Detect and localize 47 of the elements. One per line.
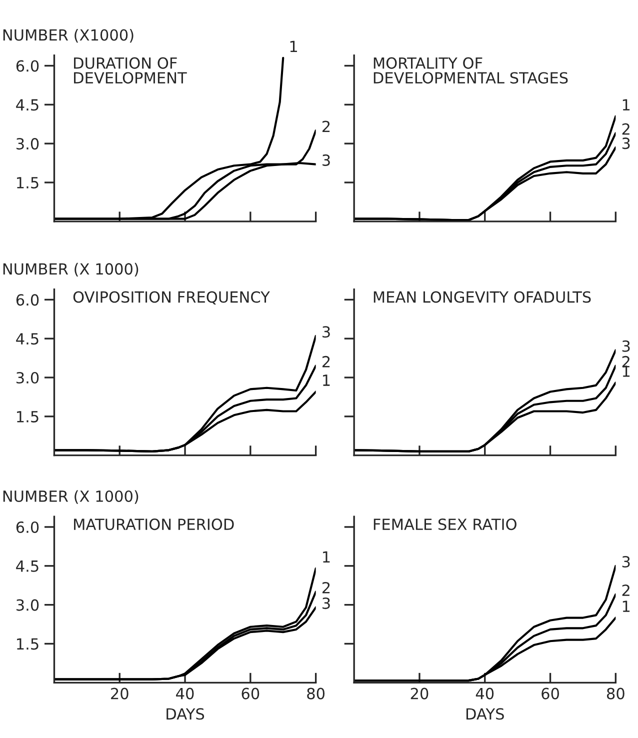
series-label: 2 [322, 582, 330, 594]
x-axis-title: DAYS [466, 708, 504, 720]
y-axis-title: NUMBER (X 1000) [3, 262, 138, 277]
series-label: 2 [322, 356, 330, 368]
series-label: 3 [622, 340, 630, 352]
series-label: 1 [622, 600, 630, 612]
y-tick-label: 1.5 [17, 177, 38, 189]
y-tick-label: 6.0 [16, 60, 39, 72]
series-label: 3 [322, 154, 330, 166]
x-tick-label: 40 [176, 688, 194, 700]
series-label: 2 [622, 584, 630, 596]
series-label: 3 [322, 326, 330, 338]
y-tick-label: 1.5 [17, 411, 38, 422]
chart-title: OVIPOSITION FREQUENCY [73, 291, 270, 305]
series-label: 1 [290, 40, 297, 52]
series-label: 1 [323, 551, 330, 563]
x-tick-label: 20 [410, 688, 428, 700]
y-tick-label: 3.0 [16, 138, 39, 150]
y-tick-label: 1.5 [17, 638, 38, 650]
y-axis-title: NUMBER (X 1000) [3, 490, 138, 504]
x-tick-label: 80 [307, 688, 325, 700]
y-tick-label: 6.0 [16, 521, 39, 533]
chart-title: FEMALE SEX RATIO [374, 518, 516, 530]
y-tick-label: 3.0 [16, 599, 39, 611]
series-label: 2 [622, 123, 630, 135]
series-label: 2 [322, 120, 330, 132]
x-tick-label: 20 [111, 688, 128, 700]
series-label: 3 [622, 556, 630, 568]
y-tick-label: 4.5 [16, 333, 38, 345]
series-label: 1 [323, 374, 330, 386]
x-tick-label: 80 [606, 688, 624, 700]
y-tick-label: 4.5 [16, 99, 38, 111]
chart-title: MATURATION PERIOD [74, 518, 234, 530]
series-label: 1 [622, 99, 630, 110]
chart-title: DURATION OF DEVELOPMENT [74, 57, 187, 84]
series-label: 3 [622, 138, 630, 150]
x-tick-label: 60 [542, 688, 559, 700]
y-tick-label: 4.5 [16, 560, 38, 572]
x-tick-label: 40 [476, 688, 494, 700]
y-axis-title: NUMBER (X1000) [3, 28, 134, 43]
y-tick-label: 3.0 [16, 372, 39, 384]
series-label: 3 [322, 598, 330, 610]
chart-title: MEAN LONGEVITY OFADULTS [374, 291, 591, 303]
x-tick-label: 60 [242, 688, 260, 700]
chart-title: MORTALITY OF DEVELOPMENTAL STAGES [374, 57, 568, 84]
y-tick-label: 6.0 [16, 294, 39, 306]
x-axis-title: DAYS [166, 708, 204, 720]
